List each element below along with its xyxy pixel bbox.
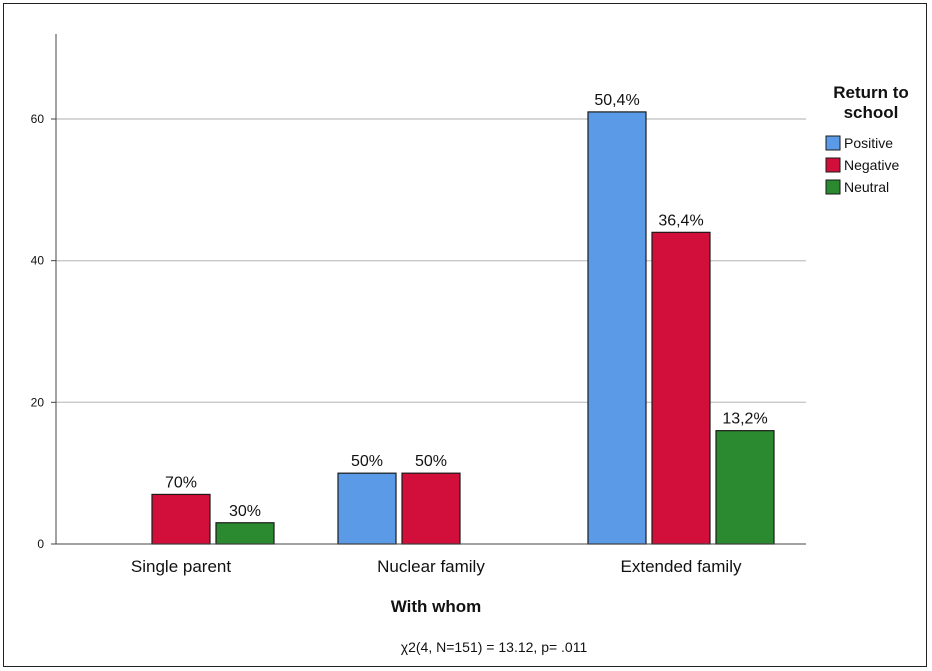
bar-nuclear-family-positive: [337, 472, 397, 545]
bars: [151, 111, 775, 545]
x-axis-label: With whom: [391, 597, 482, 616]
legend-title: Return to school: [833, 83, 909, 122]
data-label: 50,4%: [594, 92, 639, 109]
legend-swatch-negative: [825, 157, 841, 173]
statistic-annotation: χ2(4, N=151) = 13.12, p= .011: [401, 639, 588, 655]
bar-single-parent-neutral: [215, 522, 275, 545]
data-label: 30%: [229, 503, 261, 520]
data-label: 13,2%: [722, 411, 767, 428]
legend-title-line: Return to: [833, 83, 909, 102]
x-category-label: Single parent: [131, 557, 231, 576]
legend: Return to school Positive Negative Neutral: [825, 83, 909, 195]
bar-extended-family-positive: [587, 111, 647, 545]
y-tick-label: 40: [31, 254, 45, 268]
legend-title-line: school: [844, 103, 899, 122]
x-category-label: Extended family: [621, 557, 742, 576]
bar-nuclear-family-negative: [401, 472, 461, 545]
data-label: 70%: [165, 474, 197, 491]
legend-item-negative: Negative: [844, 157, 899, 173]
data-label: 50%: [351, 453, 383, 470]
y-tick-label: 20: [31, 395, 45, 409]
data-labels: 70% 30% 50% 50% 50,4% 36,4% 13,2%: [165, 92, 768, 520]
legend-item-neutral: Neutral: [844, 179, 889, 195]
y-axis-ticks: 0 20 40 60: [31, 112, 56, 551]
legend-item-positive: Positive: [844, 135, 893, 151]
legend-swatch-neutral: [825, 179, 841, 195]
y-tick-label: 0: [37, 537, 44, 551]
y-tick-label: 60: [31, 112, 45, 126]
chart-frame: 70% 30% 50% 50% 50,4% 36,4% 13,2% 0 20 40 60 Sing…: [3, 3, 927, 667]
legend-swatch-positive: [825, 135, 841, 151]
bar-chart: 70% 30% 50% 50% 50,4% 36,4% 13,2% 0 20 40 60 Sing…: [31, 34, 909, 655]
x-category-label: Nuclear family: [377, 557, 485, 576]
data-label: 36,4%: [658, 212, 703, 229]
bar-extended-family-negative: [651, 231, 711, 545]
bar-extended-family-neutral: [715, 430, 775, 545]
data-label: 50%: [415, 453, 447, 470]
bar-single-parent-negative: [151, 493, 211, 545]
x-axis-categories: Single parent Nuclear family Extended fami…: [131, 557, 742, 576]
